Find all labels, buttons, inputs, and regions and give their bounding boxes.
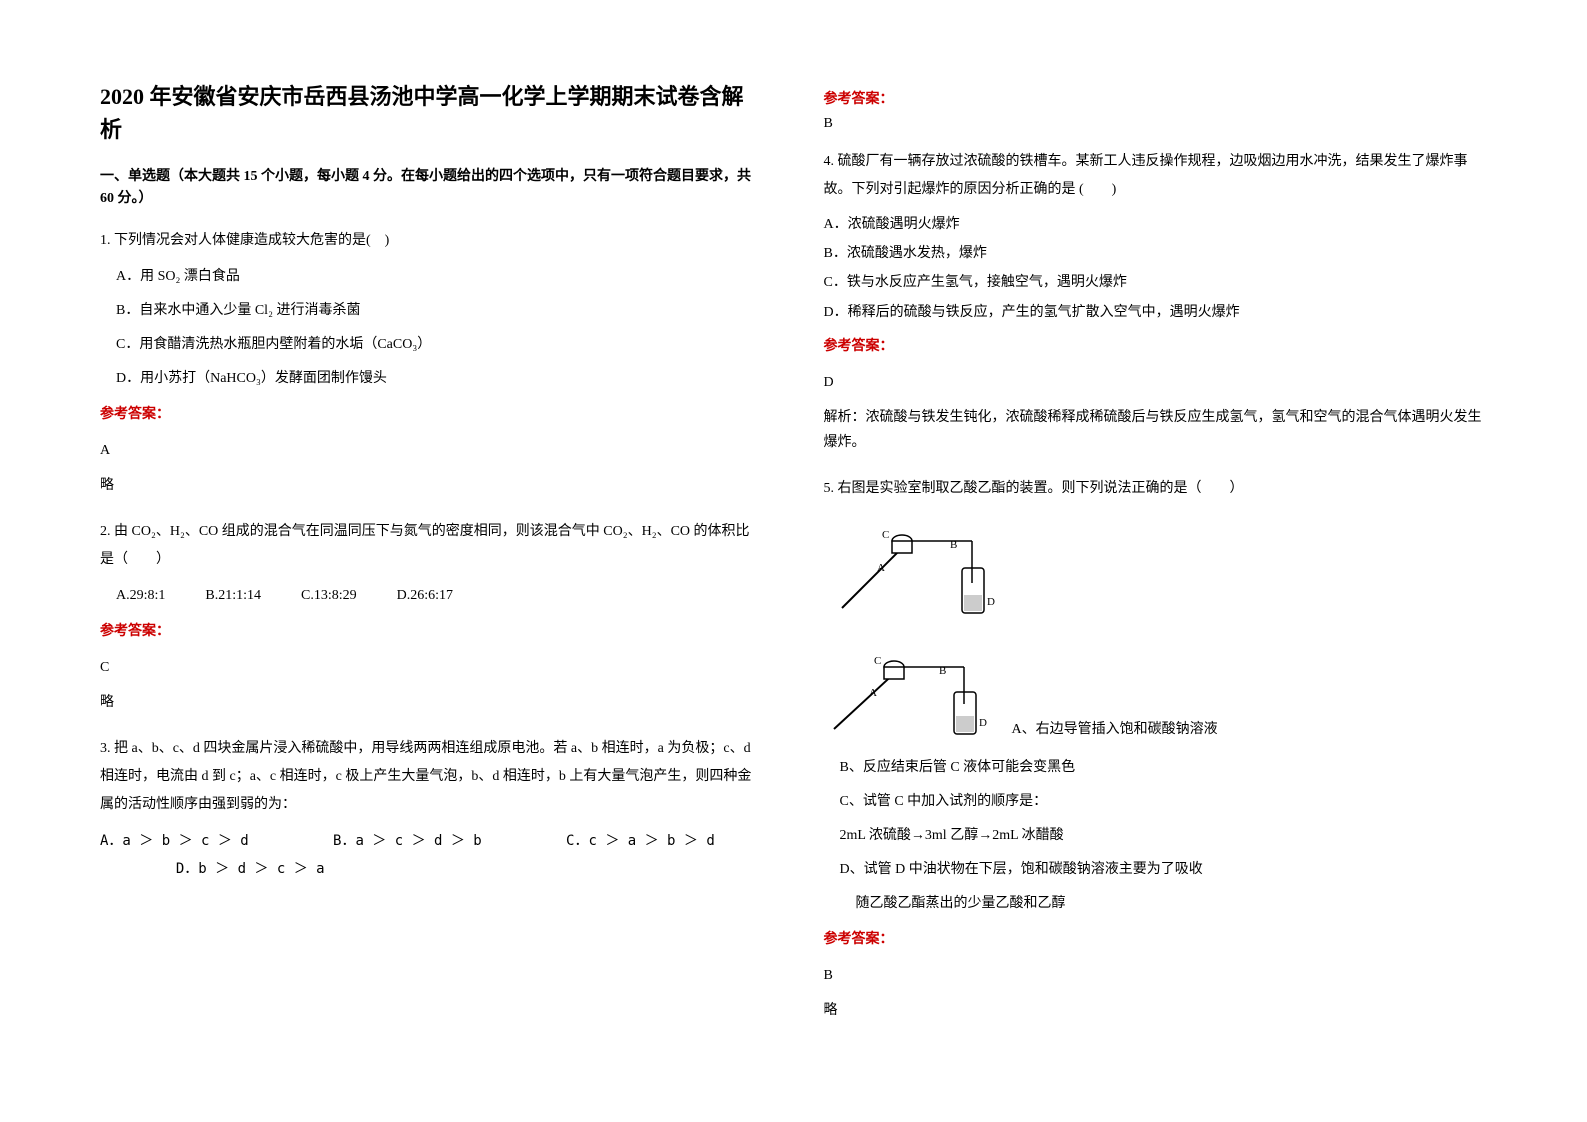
q4-explanation: 解析：浓硫酸与铁发生钝化，浓硫酸稀释成稀硫酸后与铁反应生成氢气，氢气和空气的混合… <box>824 405 1488 455</box>
q3-option-a: A．a ＞ b ＞ c ＞ d <box>100 833 249 849</box>
left-column: 2020 年安徽省安庆市岳西县汤池中学高一化学上学期期末试卷含解析 一、单选题（… <box>100 80 764 1082</box>
svg-text:A: A <box>869 687 877 699</box>
q4-option-b: B．浓硫酸遇水发热，爆炸 <box>824 241 1488 266</box>
q1-option-d: D．用小苏打（NaHCO₃）发酵面团制作馒头 <box>100 365 764 393</box>
q1-option-c: C．用食醋清洗热水瓶胆内壁附着的水垢（CaCO₃） <box>100 331 764 359</box>
q2-options-row: A.29:8:1 B.21:1:14 C.13:8:29 D.26:6:17 <box>100 582 764 610</box>
q5-option-d2: 随乙酸乙酯蒸出的少量乙酸和乙醇 <box>824 890 1488 918</box>
svg-text:B: B <box>950 539 957 551</box>
q1-option-b: B．自来水中通入少量 Cl₂ 进行消毒杀菌 <box>100 297 764 325</box>
q5-diagram-1: A C B D <box>824 513 1488 634</box>
q3-option-c: C．c ＞ a ＞ b ＞ d <box>566 833 715 849</box>
q3-answer: B <box>824 116 1488 132</box>
q4-option-c: C．铁与水反应产生氢气，接触空气，遇明火爆炸 <box>824 270 1488 295</box>
q5-option-c: C、试管 C 中加入试剂的顺序是： <box>824 788 1488 816</box>
q2-explanation: 略 <box>100 690 764 715</box>
q4-answer-label: 参考答案： <box>824 333 1488 361</box>
right-column: 参考答案： B 4. 硫酸厂有一辆存放过浓硫酸的铁槽车。某新工人违反操作规程，边… <box>824 80 1488 1082</box>
q4-text: 4. 硫酸厂有一辆存放过浓硫酸的铁槽车。某新工人违反操作规程，边吸烟边用水冲洗，… <box>824 148 1488 204</box>
document-title: 2020 年安徽省安庆市岳西县汤池中学高一化学上学期期末试卷含解析 <box>100 80 764 146</box>
q5-option-a: A、右边导管插入饱和碳酸钠溶液 <box>1012 716 1218 744</box>
q5-answer-label: 参考答案： <box>824 926 1488 954</box>
q4-option-d: D．稀释后的硫酸与铁反应，产生的氢气扩散入空气中，遇明火爆炸 <box>824 300 1488 325</box>
svg-text:D: D <box>979 717 987 729</box>
question-4: 4. 硫酸厂有一辆存放过浓硫酸的铁槽车。某新工人违反操作规程，边吸烟边用水冲洗，… <box>824 148 1488 459</box>
question-1: 1. 下列情况会对人体健康造成较大危害的是( ) A．用 SO₂ 漂白食品 B．… <box>100 227 764 502</box>
q5-explanation: 略 <box>824 998 1488 1023</box>
question-3: 3. 把 a、b、c、d 四块金属片浸入稀硫酸中，用导线两两相连组成原电池。若 … <box>100 735 764 883</box>
q4-answer: D <box>824 369 1488 397</box>
svg-text:D: D <box>987 596 995 608</box>
q5-text: 5. 右图是实验室制取乙酸乙酯的装置。则下列说法正确的是（ ） <box>824 475 1488 503</box>
q5-diagram-2-row: A C B D A、右边导管插入饱和碳酸钠溶液 <box>824 644 1488 744</box>
q1-text: 1. 下列情况会对人体健康造成较大危害的是( ) <box>100 227 764 255</box>
apparatus-diagram-2-svg: A C B D <box>824 644 1004 744</box>
q1-explanation: 略 <box>100 473 764 498</box>
q2-option-d: D.26:6:17 <box>397 582 453 610</box>
q3-answer-label: 参考答案： <box>824 88 1488 108</box>
svg-text:C: C <box>874 655 881 667</box>
q2-option-c: C.13:8:29 <box>301 582 357 610</box>
q4-option-a: A．浓硫酸遇明火爆炸 <box>824 212 1488 237</box>
q2-option-a: A.29:8:1 <box>116 582 165 610</box>
svg-text:B: B <box>939 665 946 677</box>
question-5: 5. 右图是实验室制取乙酸乙酯的装置。则下列说法正确的是（ ） A C B D <box>824 475 1488 1027</box>
q3-option-b: B．a ＞ c ＞ d ＞ b <box>333 833 482 849</box>
svg-text:A: A <box>877 562 885 574</box>
svg-text:C: C <box>882 529 889 541</box>
section-1-header: 一、单选题（本大题共 15 个小题，每小题 4 分。在每小题给出的四个选项中，只… <box>100 166 764 211</box>
q1-option-a: A．用 SO₂ 漂白食品 <box>100 263 764 291</box>
q5-option-d: D、试管 D 中油状物在下层，饱和碳酸钠溶液主要为了吸收 <box>824 856 1488 884</box>
q1-answer-label: 参考答案： <box>100 401 764 429</box>
q2-option-b: B.21:1:14 <box>205 582 261 610</box>
q5-answer: B <box>824 962 1488 990</box>
q2-answer: C <box>100 654 764 682</box>
q5-option-b: B、反应结束后管 C 液体可能会变黑色 <box>824 754 1488 782</box>
question-2: 2. 由 CO₂、H₂、CO 组成的混合气在同温同压下与氮气的密度相同，则该混合… <box>100 518 764 719</box>
q2-text: 2. 由 CO₂、H₂、CO 组成的混合气在同温同压下与氮气的密度相同，则该混合… <box>100 518 764 574</box>
q5-option-c2: 2mL 浓硫酸→3ml 乙醇→2mL 冰醋酸 <box>824 822 1488 850</box>
q2-answer-label: 参考答案： <box>100 618 764 646</box>
q3-options: A．a ＞ b ＞ c ＞ d B．a ＞ c ＞ d ＞ b C．c ＞ a … <box>100 827 764 883</box>
apparatus-diagram-1-svg: A C B D <box>832 513 1012 623</box>
q1-answer: A <box>100 437 764 465</box>
q3-text: 3. 把 a、b、c、d 四块金属片浸入稀硫酸中，用导线两两相连组成原电池。若 … <box>100 735 764 819</box>
q3-option-d: D．b ＞ d ＞ c ＞ a <box>176 861 325 877</box>
